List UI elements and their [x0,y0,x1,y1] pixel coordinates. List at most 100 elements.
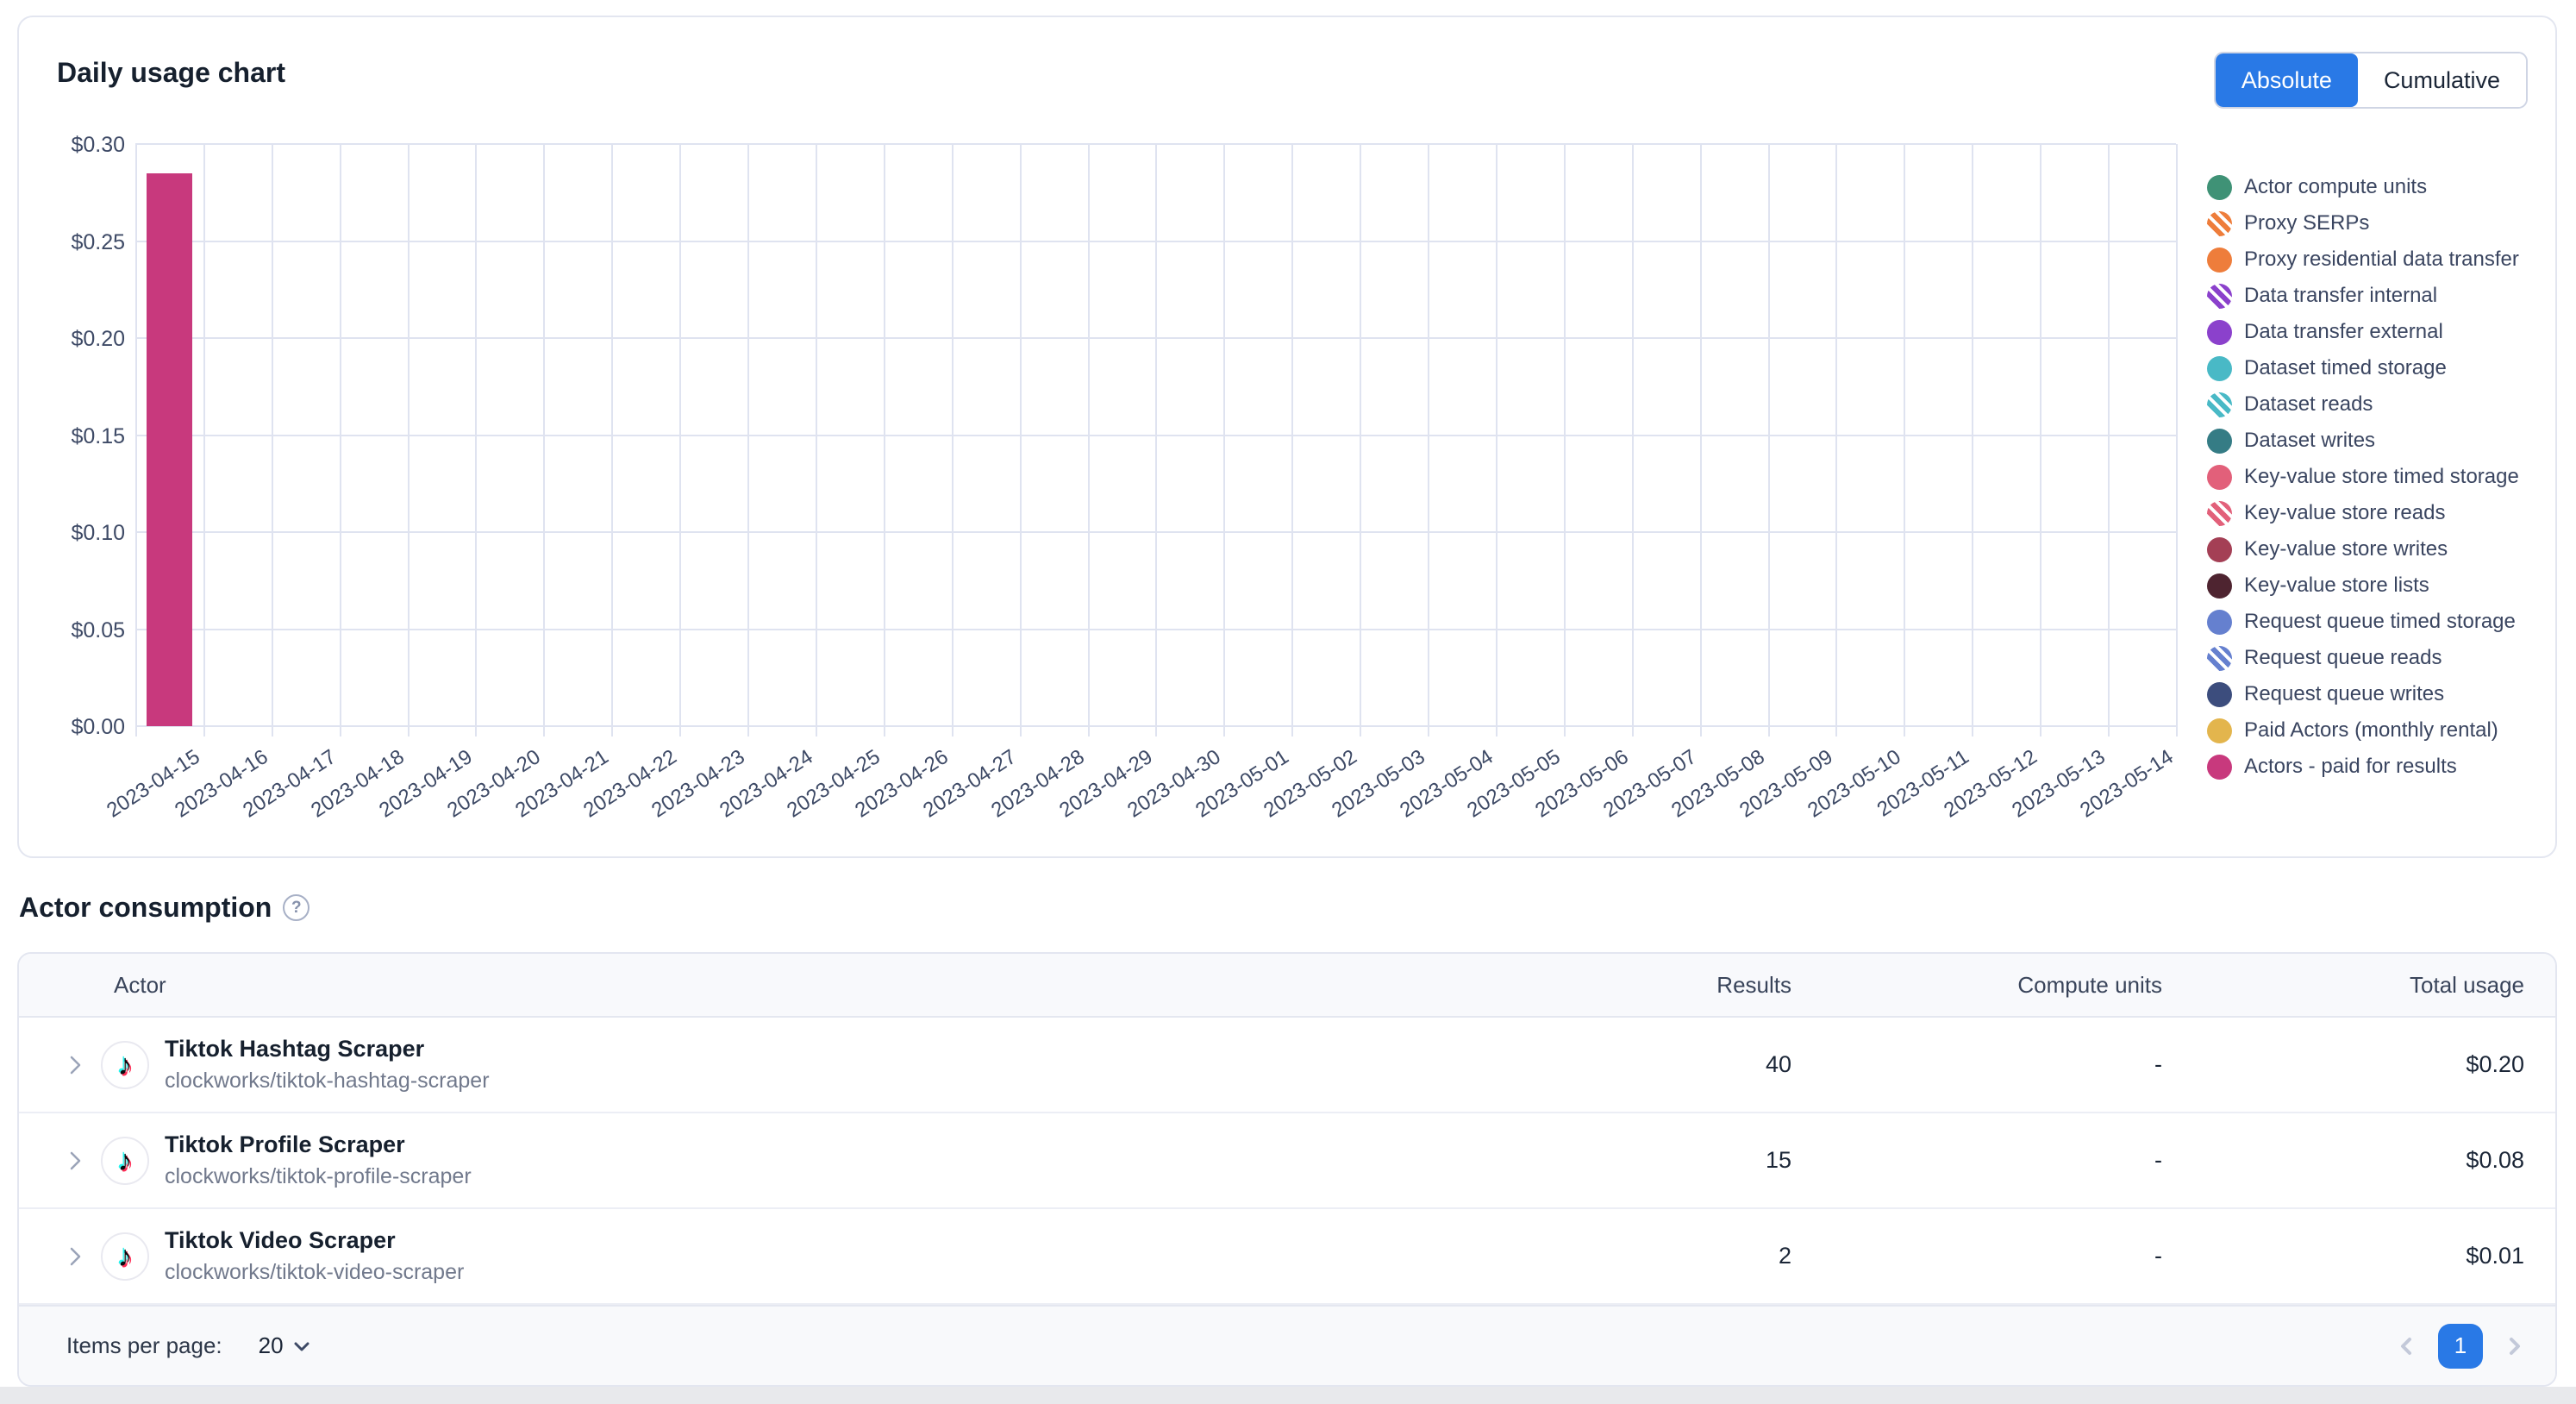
chart-column [1566,144,1634,736]
legend-swatch-icon [2207,174,2232,200]
chart-column [478,144,546,736]
legend-item[interactable]: Request queue reads [2207,640,2519,676]
legend-item[interactable]: Data transfer internal [2207,278,2519,314]
compute-units-value: - [2154,1051,2162,1078]
legend-swatch-icon [2207,283,2232,309]
chart-title: Daily usage chart [57,57,285,88]
column-header-results: Results [1716,971,1791,998]
chart-column [1770,144,1838,736]
actor-name: Tiktok Hashtag Scraper [165,1036,425,1062]
legend-item[interactable]: Proxy SERPs [2207,205,2519,241]
legend-label: Data transfer internal [2244,284,2438,307]
chart-column [1158,144,1226,736]
actor-name: Tiktok Video Scraper [165,1227,396,1254]
y-tick-label: $0.20 [71,327,125,351]
total-usage-value: $0.08 [2466,1147,2524,1174]
y-gridline [135,240,2176,242]
chart-column [749,144,817,736]
y-tick-label: $0.25 [71,229,125,254]
y-tick-label: $0.15 [71,423,125,448]
compute-units-value: - [2154,1243,2162,1269]
legend-item[interactable]: Proxy residential data transfer [2207,241,2519,278]
legend-swatch-icon [2207,754,2232,780]
table-row[interactable]: ♪ Tiktok Video Scraper clockworks/tiktok-v… [19,1209,2555,1306]
chart-column [2041,144,2110,736]
legend-label: Dataset timed storage [2244,356,2447,379]
legend-item[interactable]: Key-value store reads [2207,495,2519,531]
compute-units-value: - [2154,1147,2162,1174]
legend-swatch-icon [2207,428,2232,454]
legend-swatch-icon [2207,355,2232,381]
section-title: Actor consumption [19,892,272,923]
table-footer: Items per page: 20 1 [19,1305,2555,1385]
absolute-toggle-button[interactable]: Absolute [2215,53,2358,107]
y-gridline [135,337,2176,339]
legend-swatch-icon [2207,247,2232,273]
cumulative-toggle-button[interactable]: Cumulative [2357,53,2526,107]
actor-path: clockworks/tiktok-video-scraper [165,1260,465,1285]
y-tick-label: $0.00 [71,715,125,739]
chart-column [1838,144,1906,736]
legend-item[interactable]: Key-value store lists [2207,567,2519,604]
daily-usage-chart-card: Daily usage chart Absolute Cumulative $0… [17,16,2557,858]
legend-item[interactable]: Dataset reads [2207,386,2519,423]
table-row[interactable]: ♪ Tiktok Hashtag Scraper clockworks/tiktok… [19,1018,2555,1114]
legend-label: Paid Actors (monthly rental) [2244,718,2498,742]
expand-row-button[interactable] [66,1244,101,1269]
total-usage-value: $0.20 [2466,1051,2524,1078]
table-row[interactable]: ♪ Tiktok Profile Scraper clockworks/tiktok… [19,1113,2555,1210]
legend-swatch-icon [2207,609,2232,635]
next-page-button[interactable] [2505,1335,2524,1357]
legend-item[interactable]: Data transfer external [2207,314,2519,350]
legend-item[interactable]: Request queue timed storage [2207,604,2519,640]
column-header-compute-units: Compute units [2017,971,2162,998]
chart-plot-area [135,144,2178,736]
chart-legend: Actor compute units Proxy SERPs Proxy resi… [2207,169,2519,785]
chart-column [1634,144,1702,736]
legend-item[interactable]: Paid Actors (monthly rental) [2207,712,2519,749]
legend-item[interactable]: Actor compute units [2207,169,2519,205]
chart-column [205,144,273,736]
legend-item[interactable]: Actors - paid for results [2207,749,2519,785]
help-icon[interactable]: ? [283,894,310,921]
legend-swatch-icon [2207,464,2232,490]
legend-swatch-icon [2207,319,2232,345]
previous-page-button[interactable] [2397,1335,2416,1357]
chart-column [817,144,885,736]
actor-consumption-table: Actor Results Compute units Total usage … [17,952,2557,1387]
legend-item[interactable]: Key-value store timed storage [2207,459,2519,495]
chart-column [273,144,341,736]
expand-row-button[interactable] [66,1148,101,1174]
results-value: 40 [1765,1051,1791,1078]
chart-column [1361,144,1430,736]
chart-column [1429,144,1497,736]
chevron-right-icon [2510,1337,2520,1355]
chart-column [613,144,682,736]
total-usage-value: $0.01 [2466,1243,2524,1269]
legend-item[interactable]: Key-value store writes [2207,531,2519,567]
chart-mode-toggle: Absolute Cumulative [2213,52,2528,109]
expand-row-button[interactable] [66,1052,101,1078]
y-gridline [135,434,2176,436]
column-header-total-usage: Total usage [2410,971,2524,998]
legend-label: Actor compute units [2244,175,2428,198]
y-gridline [135,531,2176,533]
legend-item[interactable]: Dataset writes [2207,423,2519,459]
actor-info: Tiktok Video Scraper clockworks/tiktok-vi… [165,1227,1507,1285]
column-header-actor: Actor [114,971,166,998]
bar-2023-04-15[interactable] [146,172,192,726]
actor-info: Tiktok Profile Scraper clockworks/tiktok-… [165,1131,1507,1189]
chart-column [1905,144,1974,736]
chart-column [1225,144,1294,736]
page-1-button[interactable]: 1 [2438,1323,2483,1369]
legend-swatch-icon [2207,500,2232,526]
items-per-page-select[interactable]: 20 [259,1332,311,1359]
legend-label: Key-value store lists [2244,574,2429,597]
legend-item[interactable]: Request queue writes [2207,676,2519,712]
chart-column [1090,144,1158,736]
results-value: 2 [1778,1243,1791,1269]
legend-label: Actors - paid for results [2244,755,2457,778]
chart-column [885,144,953,736]
legend-item[interactable]: Dataset timed storage [2207,350,2519,386]
